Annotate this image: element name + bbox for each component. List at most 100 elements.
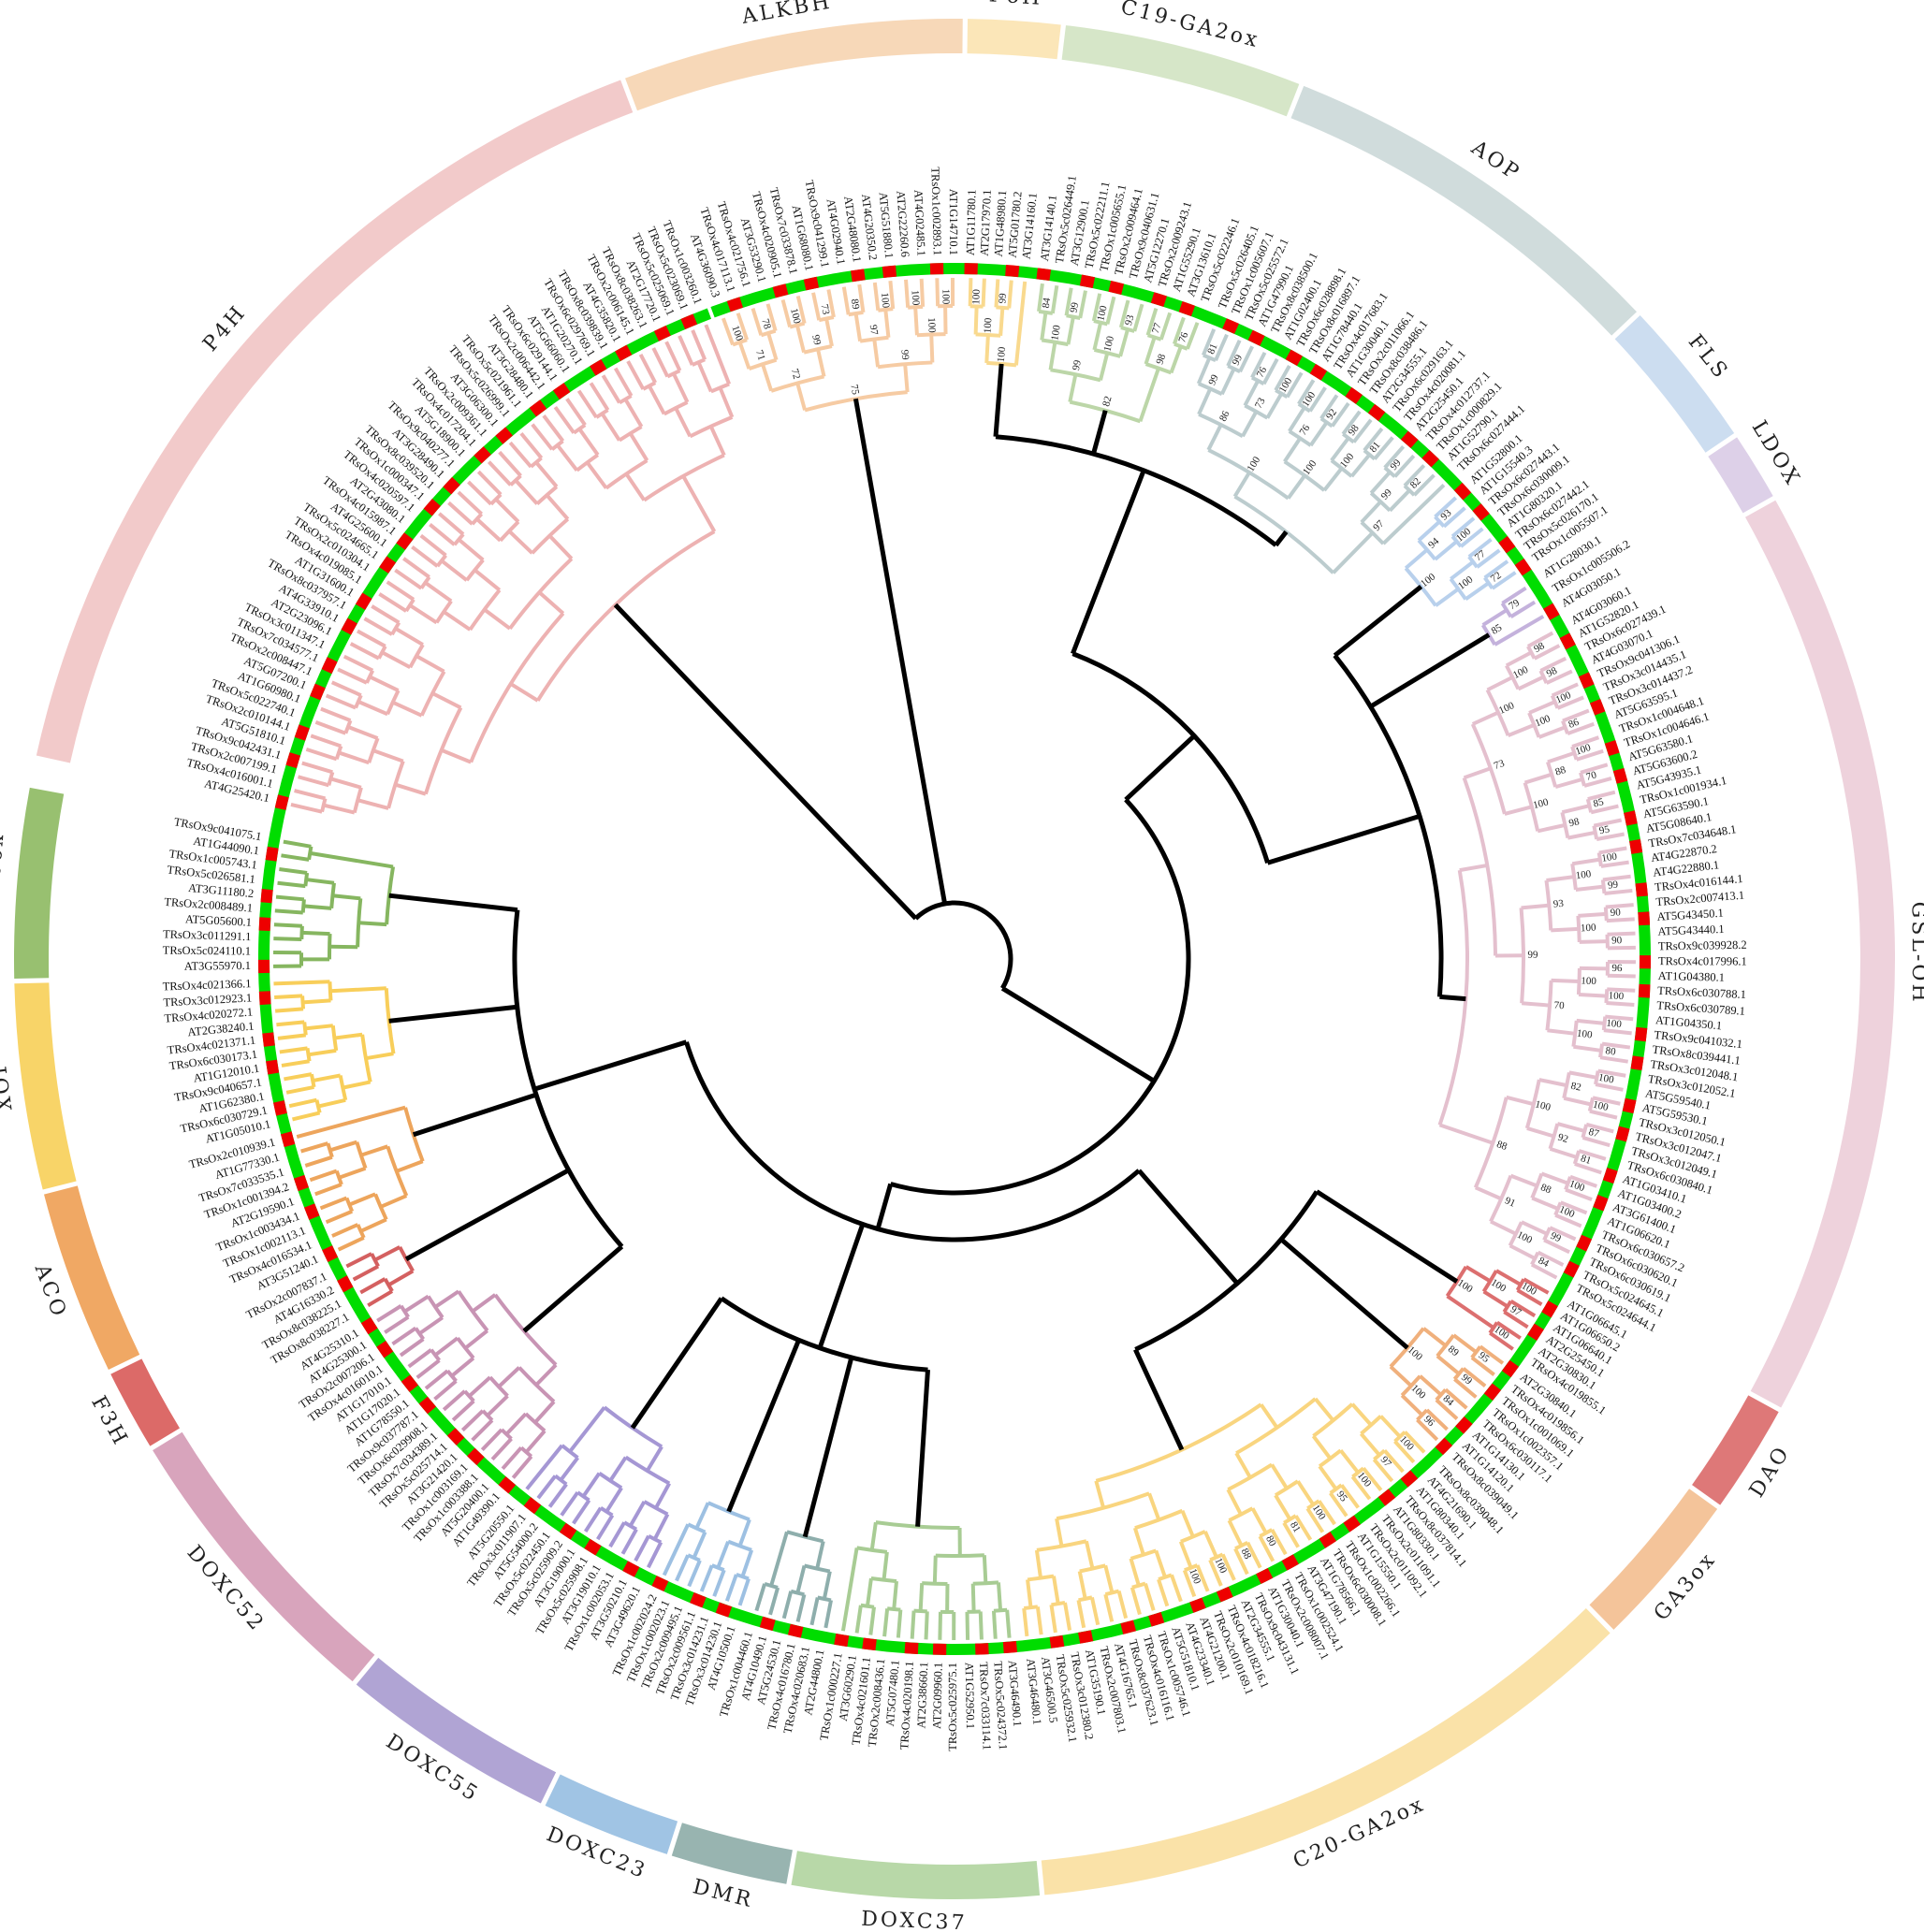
- branch: [601, 374, 621, 404]
- bootstrap-value: 81: [1205, 342, 1219, 356]
- branch: [507, 530, 534, 555]
- branch: [699, 1564, 714, 1592]
- strip-segment: [1148, 1611, 1165, 1627]
- branch: [343, 654, 374, 673]
- branch: [284, 1072, 313, 1082]
- branch: [554, 1474, 568, 1487]
- backbone-branch: [388, 893, 518, 913]
- branch: [1265, 392, 1284, 419]
- strip-segment: [274, 794, 289, 810]
- branch: [296, 1105, 406, 1139]
- branch: [337, 667, 368, 685]
- branch: [634, 1534, 650, 1562]
- branch: [1038, 309, 1054, 315]
- branch: [965, 1611, 970, 1640]
- leaf-label: AT2G22260.6: [894, 190, 911, 257]
- branch: [1543, 1238, 1570, 1255]
- strip-segment: [1498, 535, 1516, 554]
- branch: [1434, 540, 1458, 561]
- bootstrap-value: 73: [819, 303, 832, 316]
- branch: [1569, 1174, 1597, 1188]
- strip-segment: [651, 1576, 669, 1592]
- branch: [292, 1111, 321, 1122]
- strip-segment: [1602, 1167, 1618, 1184]
- branch: [1383, 444, 1406, 470]
- branch: [704, 324, 732, 385]
- branch: [1521, 1220, 1548, 1236]
- branch: [1599, 1055, 1628, 1064]
- branch: [811, 292, 822, 321]
- branch: [352, 787, 363, 814]
- bootstrap-value: 99: [997, 292, 1009, 303]
- strip-segment: [401, 1374, 418, 1392]
- bootstrap-value: 100: [996, 346, 1008, 363]
- branch: [1500, 602, 1513, 618]
- branch: [471, 1293, 497, 1314]
- bootstrap-value: 99: [1231, 353, 1246, 368]
- bootstrap-value: 100: [1597, 1072, 1615, 1086]
- branch: [1540, 1171, 1569, 1185]
- branch: [399, 1337, 425, 1358]
- leaf-label: AT1G04350.1: [1655, 1013, 1723, 1032]
- branch: [1509, 1243, 1537, 1260]
- backbone-branch: [684, 1041, 1141, 1242]
- branch: [1537, 822, 1566, 834]
- branch: [456, 1336, 475, 1359]
- bootstrap-value: 100: [1534, 1098, 1552, 1113]
- clade-band-dao: [1692, 1395, 1779, 1505]
- branch: [1026, 1579, 1033, 1608]
- branch: [297, 775, 329, 788]
- branch: [325, 693, 357, 710]
- branch: [419, 575, 431, 589]
- branch: [1184, 1563, 1199, 1573]
- strip-segment: [1483, 1383, 1502, 1402]
- branch: [367, 737, 380, 763]
- bootstrap-value: 100: [1534, 713, 1552, 729]
- branch: [1169, 345, 1183, 374]
- branch: [399, 1304, 410, 1318]
- strip-segment: [423, 498, 441, 516]
- strip-segment: [1638, 911, 1651, 926]
- branch: [638, 353, 658, 384]
- branch: [1318, 1448, 1342, 1468]
- branch: [1467, 537, 1493, 559]
- branch: [1339, 1484, 1361, 1509]
- bootstrap-value: 73: [1253, 396, 1268, 411]
- bootstrap-value: 100: [1532, 796, 1550, 811]
- branch: [1314, 1397, 1335, 1422]
- branch: [390, 621, 401, 636]
- clade-label-alkbh: ALKBH: [739, 0, 834, 29]
- branch: [301, 761, 333, 775]
- branch: [973, 306, 979, 335]
- strip-segment: [1377, 1489, 1396, 1506]
- strip-segment: [260, 889, 273, 904]
- branch: [355, 1141, 368, 1169]
- branch: [1485, 689, 1510, 736]
- leaf-label: AT1G52950.1: [963, 1663, 977, 1729]
- branch: [509, 682, 539, 703]
- clade-ring: [13, 19, 1895, 1899]
- branch: [764, 1581, 779, 1590]
- backbone-branch: [853, 398, 948, 905]
- branch: [403, 1107, 425, 1162]
- branch: [1523, 781, 1540, 832]
- branch: [329, 1140, 357, 1153]
- branch: [533, 1400, 556, 1424]
- branch: [572, 1499, 591, 1525]
- strip-segment: [850, 269, 866, 283]
- branch: [440, 559, 468, 582]
- branch: [281, 1059, 310, 1068]
- branch: [716, 1540, 730, 1569]
- strip-segment: [1639, 955, 1651, 969]
- strip-segment: [1400, 430, 1419, 448]
- clade-band-doxc52: [153, 1431, 375, 1682]
- strip-segment: [1002, 1641, 1017, 1654]
- branch: [308, 1048, 337, 1057]
- branch: [438, 512, 465, 536]
- branch: [373, 1193, 388, 1221]
- branch: [585, 461, 608, 489]
- branch: [303, 872, 310, 887]
- branch: [281, 853, 310, 862]
- branch: [1607, 931, 1636, 937]
- branch: [740, 1549, 754, 1577]
